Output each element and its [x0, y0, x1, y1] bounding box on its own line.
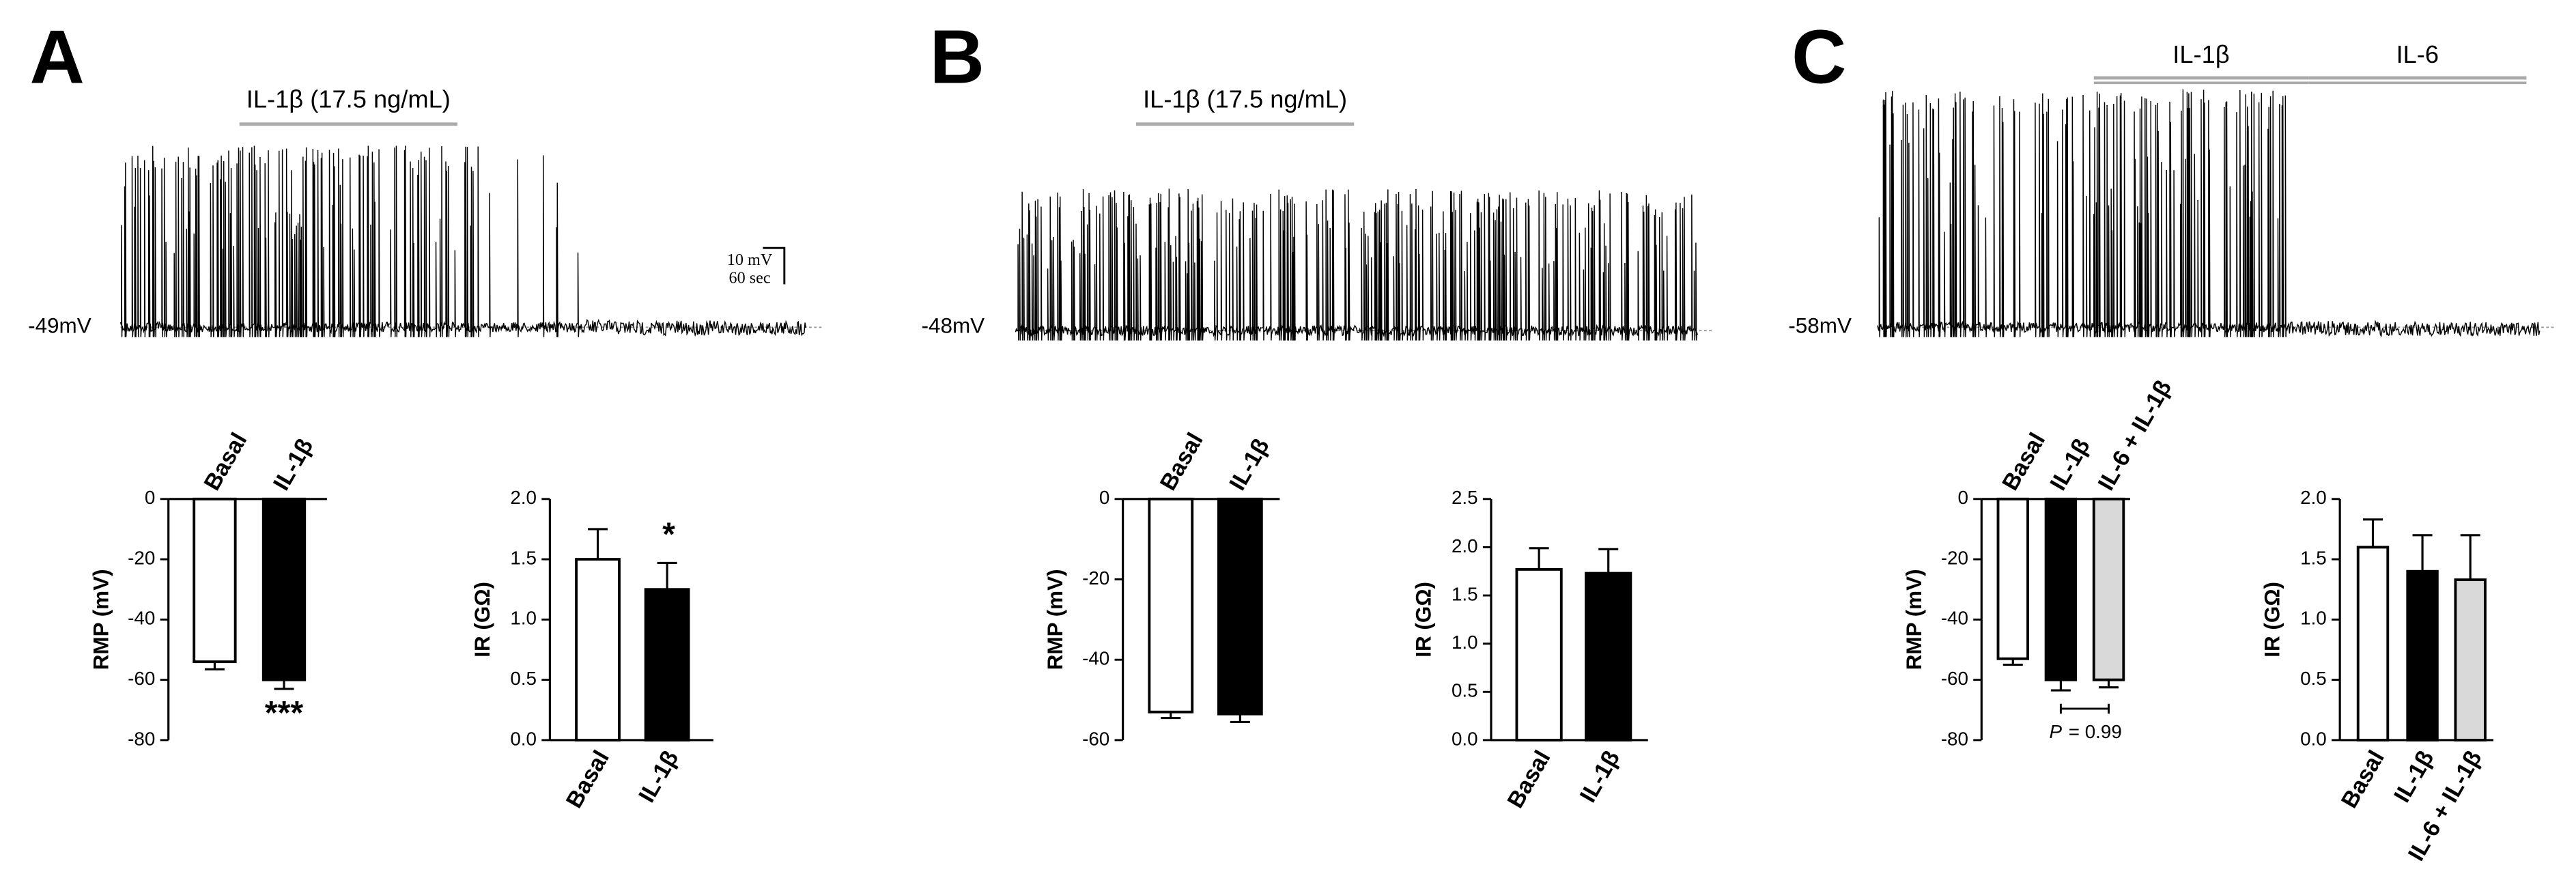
stimulus-label: IL-1β: [2172, 40, 2229, 68]
annotation: P = 0.99: [2050, 722, 2122, 743]
y-tick-label: 0: [1957, 487, 1968, 508]
scale-bar: [763, 246, 786, 285]
y-tick-label: 1.0: [1452, 632, 1478, 653]
y-tick-label: 1.0: [2300, 608, 2327, 629]
baseline-label: -58mV: [1788, 314, 1852, 338]
bar: [2092, 497, 2125, 681]
y-axis-label: RMP (mV): [89, 569, 113, 670]
y-tick-label: 2.0: [2300, 487, 2327, 508]
annotation-text: = 0.99: [2069, 722, 2122, 743]
baseline-label: -48mV: [922, 314, 985, 338]
bar: [644, 588, 690, 742]
y-tick-label: -20: [1082, 567, 1109, 589]
trace: [1877, 89, 2540, 338]
y-tick-label: 1.5: [1452, 583, 1478, 604]
y-axis-label: IR (GΩ): [2261, 582, 2284, 658]
category-label: IL-1β: [2045, 434, 2095, 495]
category-label: IL-6 + IL-1β: [2093, 376, 2177, 495]
y-tick-label: -60: [1941, 668, 1968, 689]
trace: [1015, 188, 1699, 341]
stimulus-label: IL-1β (17.5 ng/mL): [1143, 85, 1347, 113]
trace: [119, 145, 806, 337]
bar: [1217, 497, 1263, 716]
bar: [2356, 546, 2390, 742]
bar: [261, 497, 307, 681]
bar: [1515, 567, 1563, 742]
y-tick-label: 0: [1099, 487, 1109, 508]
y-tick-label: 0.5: [510, 668, 537, 689]
stimulus-label: IL-1β (17.5 ng/mL): [246, 85, 451, 113]
bar: [2454, 578, 2487, 742]
annotation: *: [662, 516, 675, 553]
bar: [193, 497, 237, 664]
y-tick-label: 2.5: [1452, 487, 1478, 508]
y-tick-label: 0.0: [510, 728, 537, 749]
bar: [1996, 497, 2029, 660]
y-tick-label: -60: [1082, 728, 1109, 749]
y-tick-label: 1.0: [510, 608, 537, 629]
comparison-bracket: [2059, 703, 2110, 714]
y-axis-label: RMP (mV): [1902, 569, 1926, 670]
y-tick-label: -20: [1941, 547, 1968, 568]
annotation: ***: [265, 694, 304, 731]
y-tick-label: 1.5: [2300, 547, 2327, 568]
y-tick-label: -40: [1941, 608, 1968, 629]
scale-label: 60 sec: [728, 269, 770, 287]
scale-label: 10 mV: [727, 251, 773, 269]
category-label: IL-1β: [1575, 746, 1625, 807]
y-tick-label: 2.0: [1452, 535, 1478, 556]
bar: [575, 558, 621, 742]
annotation-italic: P: [2050, 722, 2063, 743]
y-tick-label: -80: [1941, 728, 1968, 749]
y-axis-label: RMP (mV): [1043, 569, 1067, 670]
category-label: Basal: [199, 429, 252, 495]
bar: [2044, 497, 2078, 681]
y-tick-label: 0.0: [2300, 728, 2327, 749]
y-tick-label: -80: [128, 728, 155, 749]
category-label: IL-1β: [1224, 434, 1274, 495]
y-tick-label: 0.0: [1452, 728, 1478, 749]
y-tick-label: 0: [145, 487, 155, 508]
y-axis-label: IR (GΩ): [1412, 582, 1436, 658]
category-label: Basal: [561, 746, 614, 813]
bar: [2406, 569, 2439, 742]
category-label: Basal: [1502, 746, 1555, 813]
category-label: Basal: [2336, 746, 2390, 813]
y-tick-label: -20: [128, 547, 155, 568]
category-label: IL-1β: [268, 434, 318, 495]
y-axis-label: IR (GΩ): [470, 582, 494, 658]
category-label: Basal: [1155, 429, 1208, 495]
category-label: IL-1β: [2389, 746, 2439, 807]
panel-letter: C: [1792, 14, 1846, 100]
y-tick-label: 0.5: [1452, 680, 1478, 701]
y-tick-label: 1.5: [510, 547, 537, 568]
panel-letter: A: [30, 14, 85, 100]
stimulus-label: IL-6: [2396, 40, 2439, 68]
y-tick-label: -40: [128, 608, 155, 629]
y-tick-label: -60: [128, 668, 155, 689]
category-label: IL-1β: [634, 746, 683, 807]
panel-letter: B: [930, 14, 985, 100]
y-tick-label: 0.5: [2300, 668, 2327, 689]
y-tick-label: -40: [1082, 648, 1109, 669]
category-label: Basal: [1997, 429, 2050, 495]
y-tick-label: 2.0: [510, 487, 537, 508]
bar: [1585, 572, 1632, 742]
bar: [1148, 497, 1194, 714]
baseline-label: -49mV: [28, 314, 91, 338]
